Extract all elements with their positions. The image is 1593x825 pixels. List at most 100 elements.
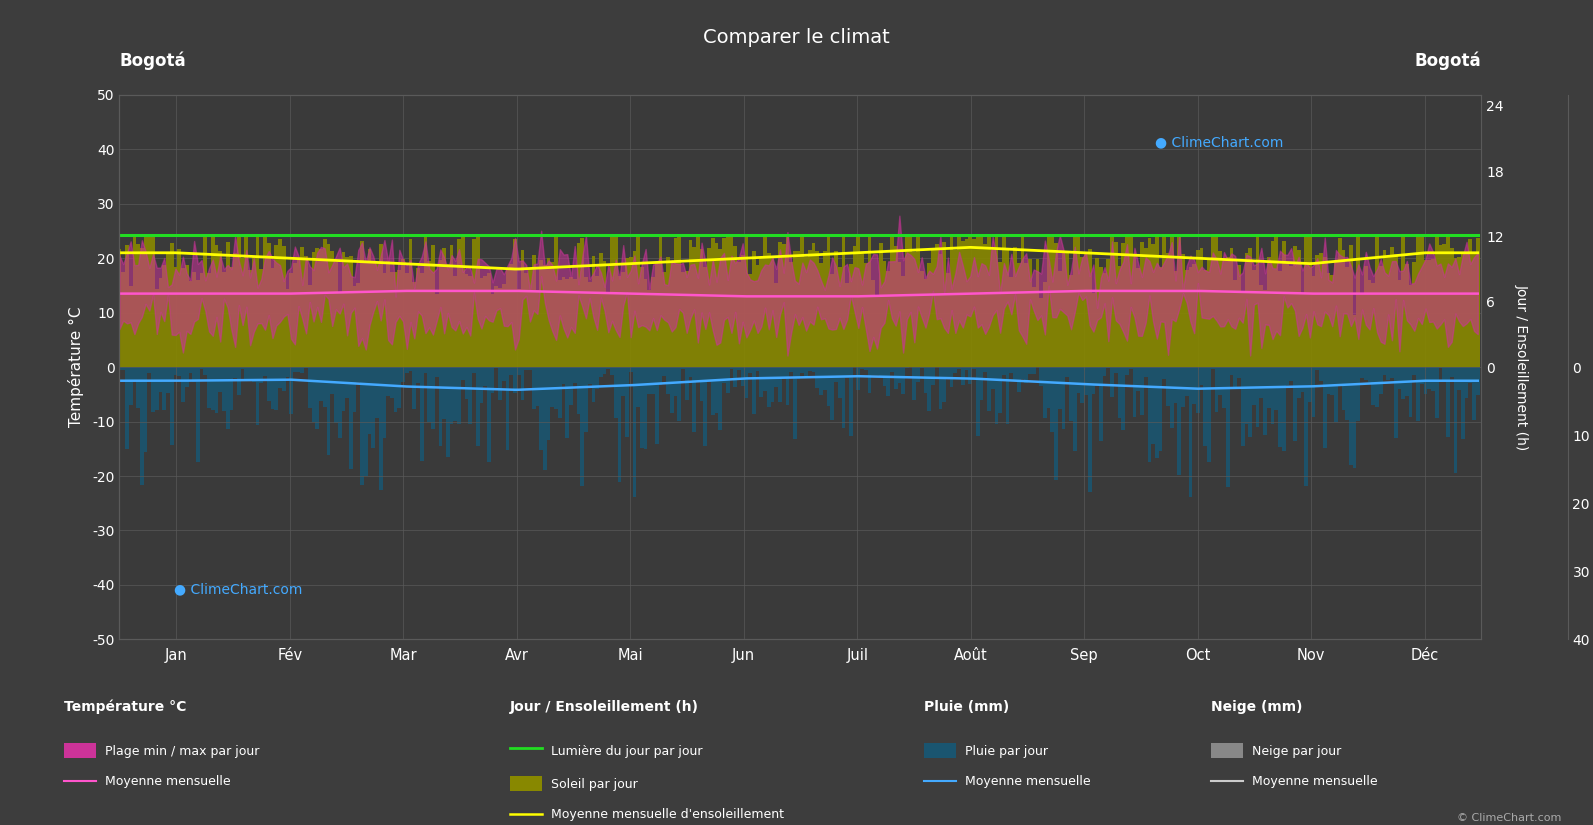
Bar (977, 235, 980, 367)
Bar (193, 271, 196, 367)
Bar (1416, 367, 1419, 421)
Bar (1446, 367, 1450, 436)
Bar (875, 367, 879, 375)
Bar (1469, 238, 1472, 367)
Bar (1080, 367, 1085, 403)
Bar (1192, 264, 1196, 367)
Bar (1133, 367, 1136, 417)
Bar (221, 367, 226, 411)
Bar (1215, 235, 1219, 367)
Bar (1055, 367, 1058, 480)
Bar (760, 257, 763, 367)
Bar (1136, 367, 1141, 391)
Bar (535, 290, 540, 367)
Bar (540, 261, 543, 367)
Bar (774, 283, 777, 367)
Bar (585, 367, 588, 432)
Bar (1196, 367, 1200, 412)
Bar (1227, 257, 1230, 367)
Bar (607, 367, 610, 370)
Bar (233, 253, 237, 367)
Bar (1327, 273, 1330, 367)
Bar (1107, 259, 1110, 367)
Bar (386, 261, 390, 367)
Bar (1364, 367, 1368, 380)
Bar (1394, 254, 1397, 367)
Bar (233, 367, 237, 379)
Bar (1114, 242, 1118, 367)
Bar (468, 367, 472, 424)
Bar (1300, 295, 1305, 367)
Bar (1408, 285, 1413, 367)
Bar (1260, 285, 1263, 367)
Bar (140, 367, 143, 485)
Bar (357, 367, 360, 382)
Bar (346, 257, 349, 367)
Bar (988, 235, 991, 367)
Bar (121, 272, 126, 367)
Bar (148, 367, 151, 373)
Text: Température °C: Température °C (64, 699, 186, 714)
Bar (621, 367, 624, 396)
Bar (371, 367, 374, 448)
Text: Bogotá: Bogotá (119, 52, 186, 70)
Bar (969, 367, 972, 384)
Bar (162, 265, 166, 367)
Bar (330, 367, 335, 394)
Bar (405, 367, 409, 373)
Bar (1219, 367, 1222, 394)
Bar (159, 367, 162, 392)
Bar (421, 273, 424, 367)
Bar (852, 246, 857, 367)
Bar (618, 367, 621, 482)
Bar (1255, 235, 1260, 367)
Bar (427, 261, 432, 367)
Bar (777, 242, 782, 367)
Bar (143, 235, 148, 367)
Bar (965, 367, 969, 370)
Bar (1211, 235, 1215, 367)
Bar (1032, 367, 1035, 374)
Bar (741, 367, 744, 385)
Bar (398, 270, 401, 367)
Bar (588, 282, 591, 367)
Bar (1121, 243, 1125, 367)
Bar (1271, 241, 1274, 367)
Bar (782, 367, 785, 377)
Bar (1357, 367, 1360, 421)
Bar (1133, 254, 1136, 367)
Bar (801, 367, 804, 373)
Bar (1475, 238, 1480, 367)
Bar (290, 272, 293, 367)
Bar (346, 367, 349, 398)
Bar (255, 367, 260, 425)
Bar (274, 245, 279, 367)
Bar (1061, 367, 1066, 429)
Bar (1211, 367, 1215, 369)
Bar (527, 270, 532, 367)
Bar (1394, 367, 1397, 438)
Bar (1129, 367, 1133, 369)
Bar (513, 367, 516, 394)
Bar (577, 243, 580, 367)
Bar (1010, 277, 1013, 367)
Bar (1419, 367, 1424, 384)
Bar (218, 252, 221, 367)
Bar (132, 367, 137, 381)
Bar (755, 266, 760, 367)
Bar (1419, 237, 1424, 367)
Bar (221, 272, 226, 367)
Bar (943, 242, 946, 367)
Bar (1402, 235, 1405, 367)
Bar (766, 367, 771, 408)
Bar (763, 235, 766, 367)
Bar (999, 262, 1002, 367)
Bar (1013, 367, 1016, 380)
Bar (1255, 367, 1260, 427)
Bar (808, 250, 812, 367)
Bar (252, 367, 255, 383)
Bar (957, 367, 961, 369)
Bar (260, 367, 263, 384)
Bar (1002, 235, 1005, 367)
Bar (1397, 367, 1402, 389)
